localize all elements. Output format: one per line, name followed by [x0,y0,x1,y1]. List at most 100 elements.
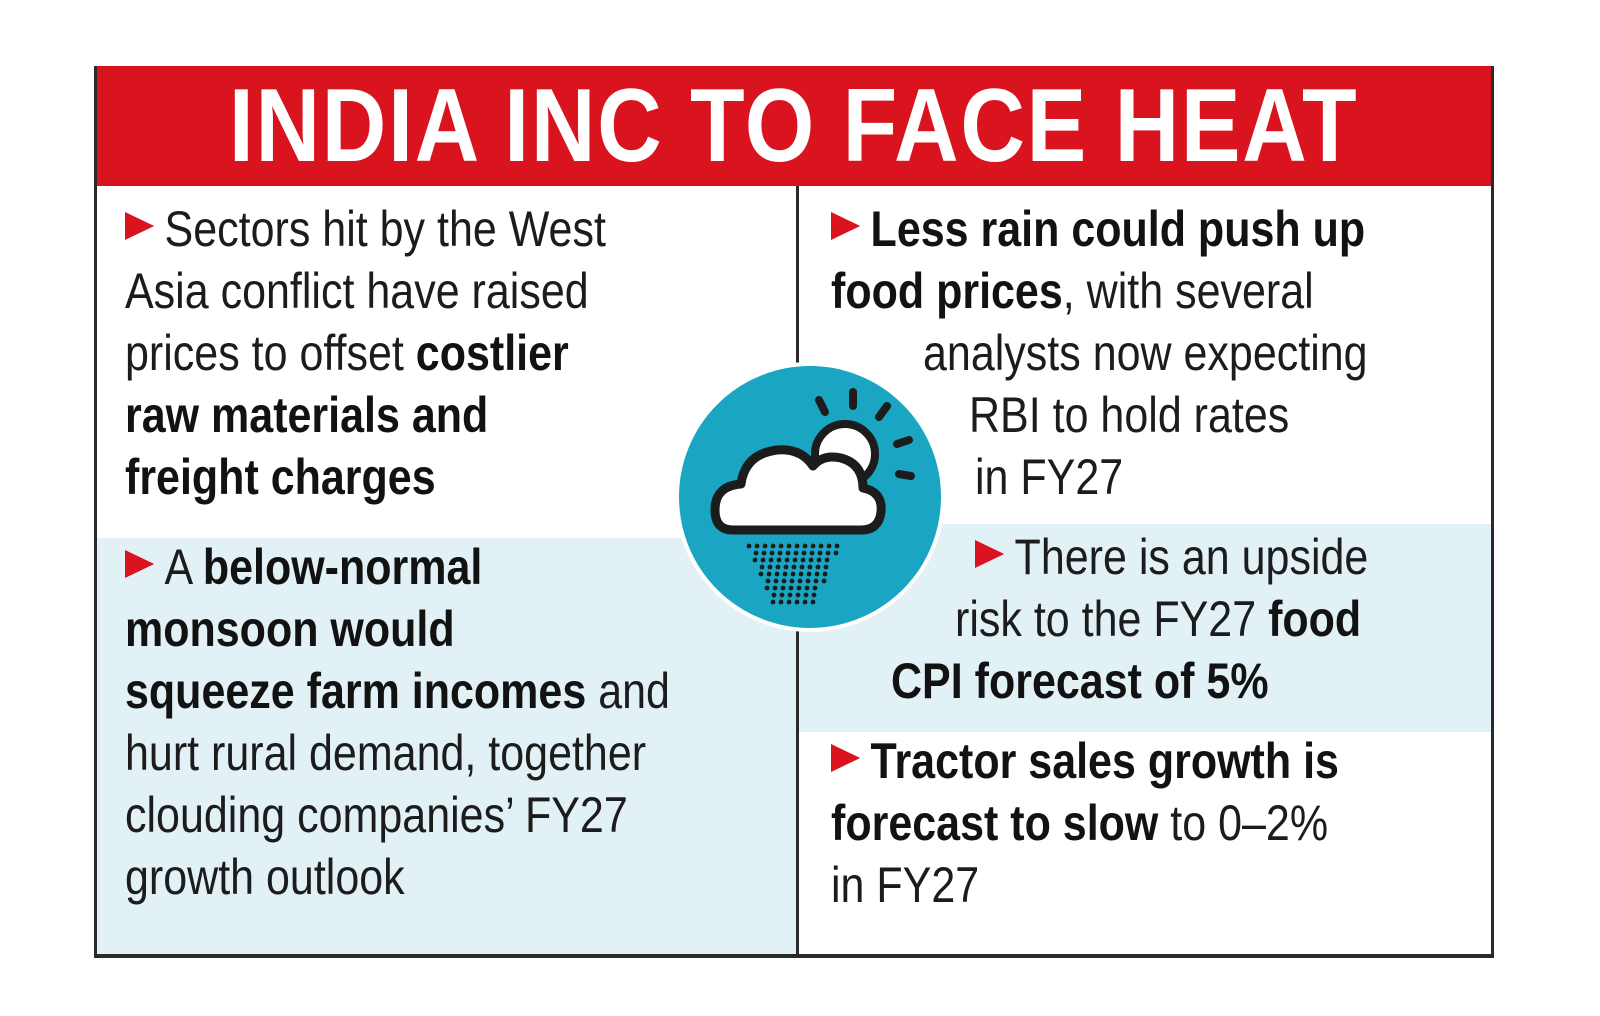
point-text: Asia conflict have raised [125,263,589,319]
point-tractor-sales: Tractor sales growth is forecast to slow… [831,730,1422,916]
rain-dot [774,571,780,577]
rain-dot [783,564,789,570]
rain-dot [768,557,774,563]
rain-dot [795,592,801,598]
rain-dot [754,543,760,549]
rain-dot [808,557,814,563]
rain-dot [801,550,807,556]
point-text: and [586,663,670,719]
point-emphasis: monsoon would [125,601,455,657]
header-banner: INDIA INC TO FACE HEAT [97,66,1491,186]
point-text: clouding companies’ FY27 [125,787,628,843]
rain-dot [782,571,788,577]
rain-dot [790,571,796,577]
rain-dot [815,564,821,570]
point-text: hurt rural demand, together [125,725,647,781]
point-text: A [164,539,203,595]
bullet-arrow-icon [125,550,155,578]
point-emphasis: costlier [415,325,569,381]
point-below-normal-monsoon: A below-normal monsoon would squeeze far… [125,536,759,908]
point-text: analysts now expecting [923,325,1368,381]
rain-dot [792,557,798,563]
rain-dot [817,550,823,556]
rain-dot [771,592,777,598]
rain-dot [785,550,791,556]
point-emphasis: below-normal [202,539,483,595]
rain-dot [762,543,768,549]
rain-dot [791,564,797,570]
rain-dot [778,543,784,549]
rain-dot [752,557,758,563]
rain-dot [824,557,830,563]
rain-dot [818,543,824,549]
point-text: Sectors hit by the West [164,201,606,257]
rain-dot [780,585,786,591]
rain-dot [773,578,779,584]
rain-dot [809,550,815,556]
rain-dot [777,550,783,556]
rain-dot [800,557,806,563]
rain-dot [816,557,822,563]
rain-dot [787,592,793,598]
rain-dot [766,571,772,577]
point-emphasis: raw materials and [125,387,489,443]
rain-dot [812,585,818,591]
rain-dot [788,585,794,591]
rain-dot [821,578,827,584]
point-emphasis: squeeze farm incomes [125,663,587,719]
point-sectors-hit: Sectors hit by the West Asia conflict ha… [125,198,684,508]
rain-dot [813,578,819,584]
rain-dot [746,543,752,549]
rain-dot [770,543,776,549]
rain-dot [764,585,770,591]
left-bottom-shade [97,538,796,954]
rain-dot [803,592,809,598]
rain-dot [786,543,792,549]
rain-dot [806,571,812,577]
point-emphasis: freight charges [125,449,436,505]
point-emphasis: Less rain could push up [870,201,1366,257]
rain-dot [826,543,832,549]
point-emphasis: CPI forecast of 5% [891,653,1269,709]
rain-dot [772,585,778,591]
point-text: in FY27 [975,449,1124,505]
rain-dot [761,550,767,556]
cloud-sun-rain-icon [675,362,945,632]
point-text: There is an upside [1014,529,1369,585]
rain-dot [833,550,839,556]
rain-dot [770,599,776,605]
rain-dot [775,564,781,570]
point-text: growth outlook [125,849,405,905]
bullet-arrow-icon [125,212,155,240]
point-text: risk to the FY27 [955,591,1269,647]
rain-dot [802,599,808,605]
bullet-arrow-icon [831,212,861,240]
rain-dot [834,543,840,549]
rain-dot [802,543,808,549]
rain-dot [753,550,759,556]
point-upside-risk: There is an upside risk to the FY27 food… [891,526,1432,712]
rain-dot [789,578,795,584]
rain-dot [822,571,828,577]
rain-dot [786,599,792,605]
point-emphasis: food [1268,591,1362,647]
rain-dot [797,578,803,584]
bullet-arrow-icon [831,744,861,772]
rain-dot [807,564,813,570]
rain-dot [805,578,811,584]
rain-dot [784,557,790,563]
rain-dot [779,592,785,598]
rain-dot [758,571,764,577]
rain-dot [804,585,810,591]
rain-dot [794,543,800,549]
rain-dot [825,550,831,556]
point-emphasis: Tractor sales growth is [870,733,1339,789]
rain-dot [781,578,787,584]
infographic-card: INDIA INC TO FACE HEAT Sectors hit by th… [94,66,1494,958]
rain-dot [814,571,820,577]
rain-dot [769,550,775,556]
rain-dot [799,564,805,570]
rain-dot [810,599,816,605]
rain-dot [796,585,802,591]
rain-dot [798,571,804,577]
